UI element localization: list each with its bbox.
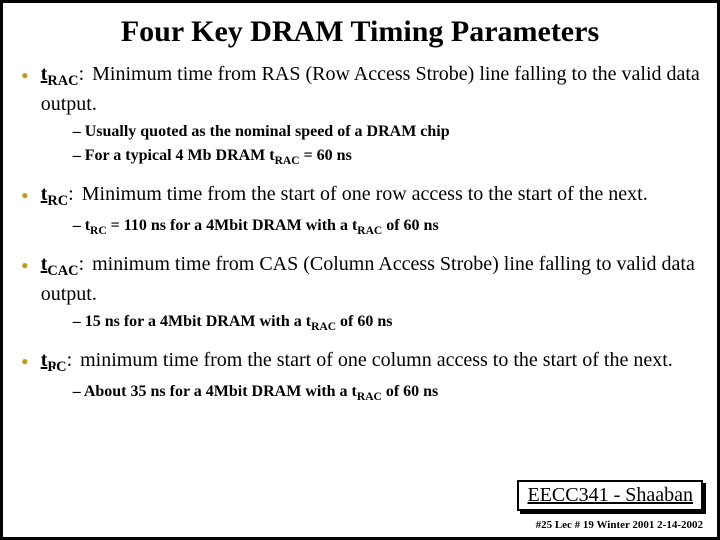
footer-meta-line: #25 Lec # 19 Winter 2001 2-14-2002 (536, 519, 703, 531)
param-label: tRC (41, 183, 68, 205)
param-body: tCAC:minimum time from CAS (Column Acces… (41, 251, 709, 345)
param-def-text: Minimum time from RAS (Row Access Strobe… (41, 63, 700, 115)
param-def-text: minimum time from the start of one colum… (80, 349, 673, 371)
param-definition: tRAC:Minimum time from RAS (Row Access S… (41, 61, 709, 117)
footer-course-box: EECC341 - Shaaban (517, 480, 703, 511)
sub-item: 15 ns for a 4Mbit DRAM with a tRAC of 60… (73, 311, 709, 335)
sub-list: About 35 ns for a 4Mbit DRAM with a tRAC… (41, 381, 709, 405)
param-label: tCAC (41, 253, 79, 275)
sub-list: Usually quoted as the nominal speed of a… (41, 121, 709, 170)
sub-list: 15 ns for a 4Mbit DRAM with a tRAC of 60… (41, 311, 709, 335)
param-definition: tCAC:minimum time from CAS (Column Acces… (41, 251, 709, 307)
bullet-icon: • (21, 185, 29, 207)
param-label: tRAC (41, 63, 79, 85)
param-label: tPC (41, 349, 67, 371)
sub-item: Usually quoted as the nominal speed of a… (73, 121, 709, 143)
slide: Four Key DRAM Timing Parameters • tRAC:M… (0, 0, 720, 540)
param-definition: tPC:minimum time from the start of one c… (41, 347, 709, 377)
param-item-trac: • tRAC:Minimum time from RAS (Row Access… (21, 61, 709, 179)
param-body: tRAC:Minimum time from RAS (Row Access S… (41, 61, 709, 179)
param-def-text: minimum time from CAS (Column Access Str… (41, 253, 695, 305)
sub-item: About 35 ns for a 4Mbit DRAM with a tRAC… (73, 381, 709, 405)
param-body: tRC:Minimum time from the start of one r… (41, 181, 709, 249)
sub-item: tRC = 110 ns for a 4Mbit DRAM with a tRA… (73, 215, 709, 239)
param-def-text: Minimum time from the start of one row a… (82, 183, 648, 205)
slide-title: Four Key DRAM Timing Parameters (11, 15, 709, 49)
bullet-icon: • (21, 255, 29, 277)
param-body: tPC:minimum time from the start of one c… (41, 347, 709, 415)
param-item-tpc: • tPC:minimum time from the start of one… (21, 347, 709, 415)
bullet-icon: • (21, 351, 29, 373)
footer-course-text: EECC341 - Shaaban (527, 484, 693, 506)
param-item-trc: • tRC:Minimum time from the start of one… (21, 181, 709, 249)
sub-list: tRC = 110 ns for a 4Mbit DRAM with a tRA… (41, 215, 709, 239)
param-definition: tRC:Minimum time from the start of one r… (41, 181, 709, 211)
param-item-tcac: • tCAC:minimum time from CAS (Column Acc… (21, 251, 709, 345)
bullet-icon: • (21, 65, 29, 87)
sub-item: For a typical 4 Mb DRAM tRAC = 60 ns (73, 145, 709, 169)
bullet-list: • tRAC:Minimum time from RAS (Row Access… (11, 61, 709, 415)
